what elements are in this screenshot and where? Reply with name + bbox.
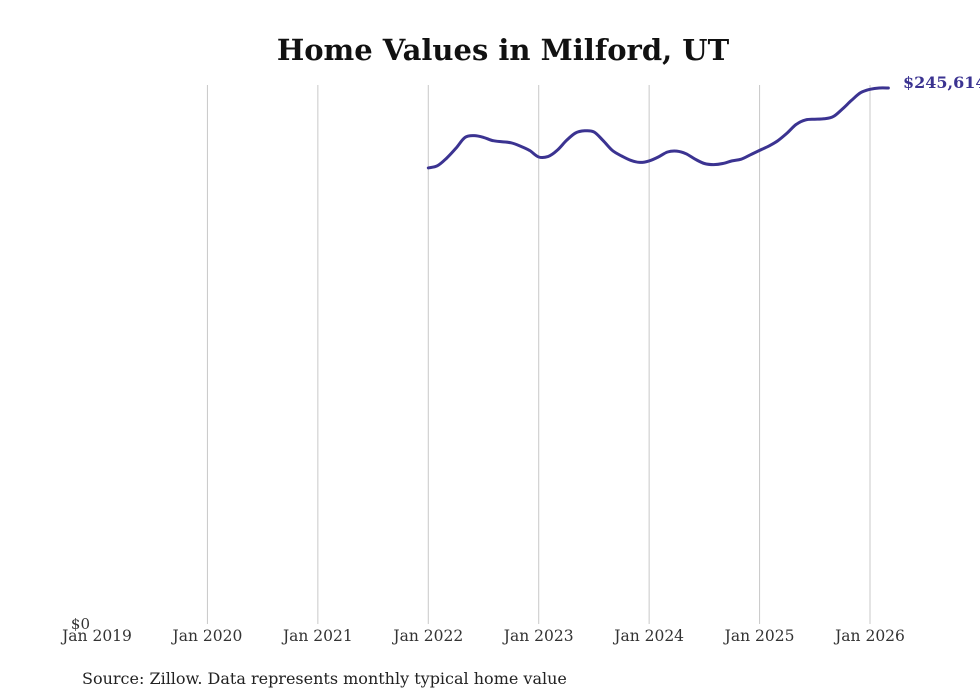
chart-title: Home Values in Milford, UT [277, 33, 730, 67]
series-layer [426, 86, 890, 170]
x-tick-label: Jan 2019 [60, 627, 132, 645]
x-tick-label: Jan 2021 [281, 627, 353, 645]
x-axis-ticks: Jan 2019 Jan 2020 Jan 2021 Jan 2022 Jan 2023… [60, 627, 905, 645]
x-tick-label: Jan 2024 [612, 627, 684, 645]
series-line-0 [426, 86, 890, 170]
x-tick-label: Jan 2026 [833, 627, 905, 645]
end-value-label: $245,614 [903, 73, 980, 92]
gridlines [206, 85, 871, 624]
x-tick-label: Jan 2020 [171, 627, 243, 645]
source-note: Source: Zillow. Data represents monthly … [82, 669, 567, 688]
x-tick-label: Jan 2023 [502, 627, 574, 645]
x-tick-label: Jan 2022 [391, 627, 463, 645]
x-tick-label: Jan 2025 [723, 627, 795, 645]
y-axis-ticks: $0 [71, 615, 90, 633]
y-tick-label: $0 [71, 615, 90, 633]
